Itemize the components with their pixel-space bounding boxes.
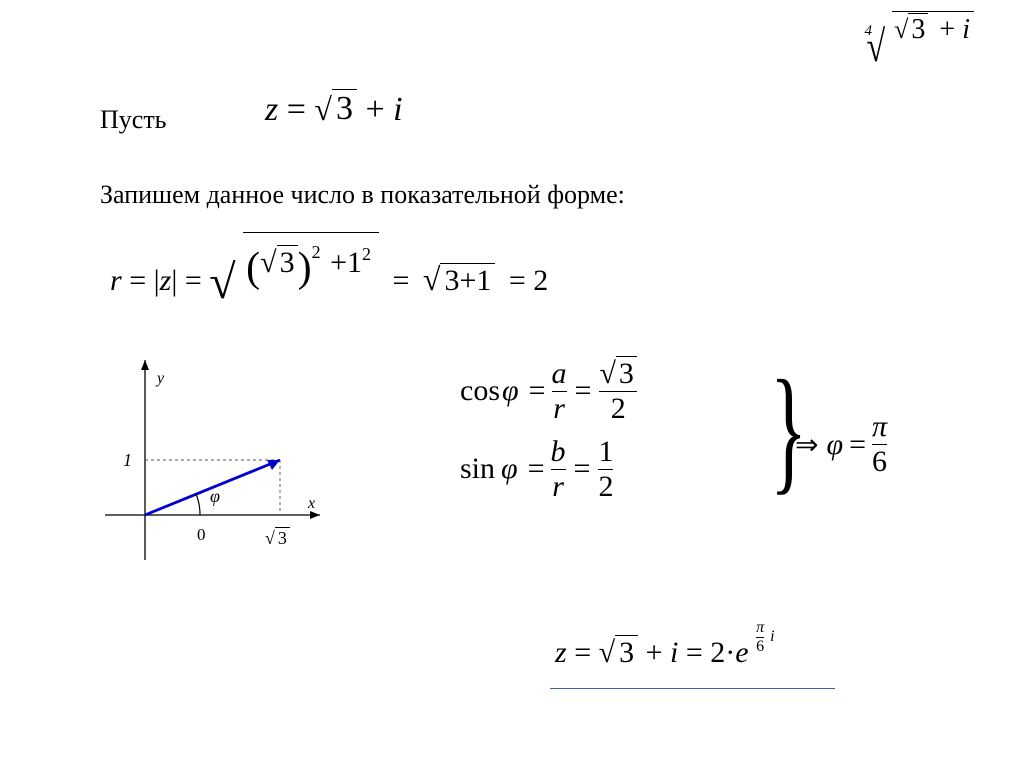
- den-r: r: [552, 391, 567, 426]
- result-line: z = √3 + i = 2·e π 6 i: [555, 635, 775, 672]
- eq-res: = 2·e: [686, 636, 749, 669]
- rad-icon: √: [599, 357, 615, 390]
- exp-6: 6: [756, 637, 764, 656]
- plus-i-res: + i: [646, 636, 679, 669]
- one-label: 1: [123, 450, 132, 471]
- eq3: =: [522, 452, 551, 486]
- num-b: b: [551, 435, 566, 469]
- zero-label: 0: [197, 525, 206, 545]
- sq1: 2: [312, 242, 321, 262]
- cos-text: cos: [460, 374, 500, 408]
- plus-i2: + i: [365, 91, 402, 128]
- frac-sqrt3-2: √3 2: [599, 356, 636, 426]
- z-eq: z: [265, 91, 278, 128]
- inner-3: 3: [911, 14, 925, 45]
- sqrt3-label: √3: [265, 527, 290, 549]
- angle-arc: [196, 494, 200, 515]
- argand-diagram: y x 1 0 φ √3: [105, 350, 330, 565]
- num-pi: π: [872, 410, 887, 444]
- num-1: 1: [598, 435, 613, 469]
- eq4: =: [566, 452, 599, 486]
- arrow-icon: ⇒: [795, 428, 826, 462]
- radical-big-icon: √: [209, 255, 235, 310]
- eq2: = 2: [503, 264, 548, 297]
- y-arrow-icon: [141, 360, 149, 370]
- eq5: =: [843, 428, 872, 462]
- radical-outer-icon: √: [866, 23, 885, 72]
- num-a: a: [552, 357, 567, 391]
- problem-expression: 4 √ √3 + i: [866, 25, 974, 63]
- line2-text: Запишем данное число в показательной фор…: [100, 180, 625, 210]
- eq2t: =: [567, 374, 600, 408]
- radical-icon: √: [314, 91, 332, 127]
- radical-icon-3: √: [423, 261, 441, 297]
- trig-block: cos φ = a r = √3 2 sin φ = b r = 1 2: [460, 355, 637, 505]
- eq-mid: =: [386, 264, 415, 297]
- inner3b: 3: [280, 246, 295, 279]
- plus1sq: +12: [328, 246, 373, 279]
- plus-i: + i: [935, 14, 970, 45]
- frac-a-r: a r: [552, 357, 567, 426]
- phi3: φ: [826, 428, 843, 462]
- diagram-svg: [105, 350, 330, 565]
- phi-label: φ: [210, 486, 220, 507]
- phi2: φ: [495, 452, 522, 486]
- frac-pi-6: π 6: [872, 410, 887, 479]
- n3: 3: [619, 357, 634, 390]
- den-2b: 2: [598, 469, 613, 504]
- s31: 3+1: [444, 264, 491, 297]
- cos-line: cos φ = a r = √3 2: [460, 355, 637, 427]
- sqrt3: 3: [336, 90, 353, 127]
- den-6: 6: [872, 444, 887, 479]
- frac-1-2: 1 2: [598, 435, 613, 504]
- radical-icon-res: √: [599, 636, 615, 669]
- sin-text: sin: [460, 452, 495, 486]
- y-label: y: [157, 370, 164, 388]
- num-sqrt3: √3: [599, 356, 636, 391]
- phi1: φ: [500, 374, 523, 408]
- phi-result: ⇒ φ = π 6: [795, 410, 887, 479]
- frac-b-r: b r: [551, 435, 566, 504]
- sin-line: sin φ = b r = 1 2: [460, 433, 637, 505]
- result-underline: [550, 688, 835, 689]
- radical-inner2-icon: √: [260, 246, 276, 279]
- den-r2: r: [551, 469, 566, 504]
- radical-inner-icon: √: [894, 15, 908, 44]
- radical-small-icon: √: [265, 528, 275, 548]
- exp-pi: π: [756, 619, 764, 637]
- x-label: x: [308, 495, 315, 513]
- den-2: 2: [599, 391, 636, 426]
- let-line: Пусть: [100, 105, 167, 135]
- exp-frac: π 6: [756, 619, 764, 656]
- exp-i: i: [768, 628, 774, 645]
- eq1: =: [523, 374, 552, 408]
- pust-text: Пусть: [100, 105, 167, 134]
- eq-sign: =: [287, 91, 315, 128]
- r3: 3: [619, 636, 634, 669]
- s3lbl: 3: [278, 528, 287, 548]
- z-def: z = √3 + i: [265, 90, 403, 129]
- modulus-line: r = |z| = √ (√3)2 +12 = √3+1 = 2: [110, 247, 548, 302]
